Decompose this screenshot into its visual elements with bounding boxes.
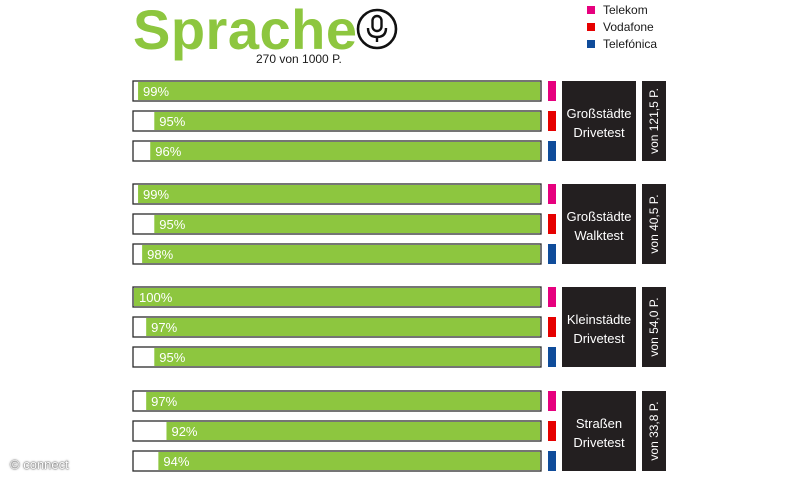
legend-label: Telekom: [603, 3, 648, 17]
operator-swatch: [548, 287, 556, 307]
category-label: Drivetest: [573, 331, 625, 346]
bar: [146, 318, 540, 336]
category-box: [562, 184, 636, 264]
bar: [142, 245, 540, 263]
bar: [138, 82, 540, 100]
chart-title: Sprache: [133, 0, 358, 61]
bar: [154, 215, 541, 233]
bar-value-label: 94%: [163, 454, 189, 469]
points-box: [642, 287, 666, 367]
legend-swatch: [587, 23, 595, 31]
operator-swatch: [548, 391, 556, 411]
legend-item: Telefónica: [587, 37, 657, 51]
points-label: von 54,0 P.: [647, 297, 661, 356]
legend-label: Vodafone: [603, 20, 654, 34]
points-label: von 33,8 P.: [647, 401, 661, 460]
bar: [146, 392, 540, 410]
legend-item: Telekom: [587, 3, 648, 17]
category-label: Drivetest: [573, 125, 625, 140]
points-label: von 40,5 P.: [647, 194, 661, 253]
operator-swatch: [548, 141, 556, 161]
operator-swatch: [548, 244, 556, 264]
bar-value-label: 96%: [155, 144, 181, 159]
points-box: [642, 391, 666, 471]
category-label: Straßen: [576, 416, 622, 431]
operator-swatch: [548, 421, 556, 441]
operator-swatch: [548, 214, 556, 234]
bar: [158, 452, 541, 470]
bar: [166, 422, 541, 440]
bar-value-label: 95%: [159, 350, 185, 365]
bar: [134, 288, 540, 306]
points-box: [642, 81, 666, 161]
chart-subtitle: 270 von 1000 P.: [256, 52, 342, 66]
category-box: [562, 287, 636, 367]
points-box: [642, 184, 666, 264]
operator-swatch: [548, 451, 556, 471]
bar-value-label: 100%: [139, 290, 173, 305]
legend-item: Vodafone: [587, 20, 654, 34]
legend-swatch: [587, 6, 595, 14]
operator-swatch: [548, 81, 556, 101]
bar-value-label: 97%: [151, 320, 177, 335]
microphone-icon: [356, 8, 398, 50]
operator-swatch: [548, 184, 556, 204]
category-label: Kleinstädte: [567, 312, 631, 327]
category-label: Großstädte: [566, 209, 631, 224]
bar-value-label: 95%: [159, 217, 185, 232]
bar-value-label: 99%: [143, 84, 169, 99]
copyright-credit: © connect: [10, 457, 69, 472]
category-label: Drivetest: [573, 435, 625, 450]
operator-swatch: [548, 347, 556, 367]
bar: [154, 348, 541, 366]
bar: [154, 112, 541, 130]
points-label: von 121,5 P.: [647, 88, 661, 154]
category-box: [562, 391, 636, 471]
bar-value-label: 92%: [171, 424, 197, 439]
category-box: [562, 81, 636, 161]
bar-value-label: 99%: [143, 187, 169, 202]
bar-value-label: 95%: [159, 114, 185, 129]
bar-value-label: 98%: [147, 247, 173, 262]
bar: [138, 185, 540, 203]
category-label: Großstädte: [566, 106, 631, 121]
legend-label: Telefónica: [603, 37, 658, 51]
operator-swatch: [548, 111, 556, 131]
legend-swatch: [587, 40, 595, 48]
bar: [150, 142, 541, 160]
bar-value-label: 97%: [151, 394, 177, 409]
category-label: Walktest: [574, 228, 624, 243]
operator-swatch: [548, 317, 556, 337]
